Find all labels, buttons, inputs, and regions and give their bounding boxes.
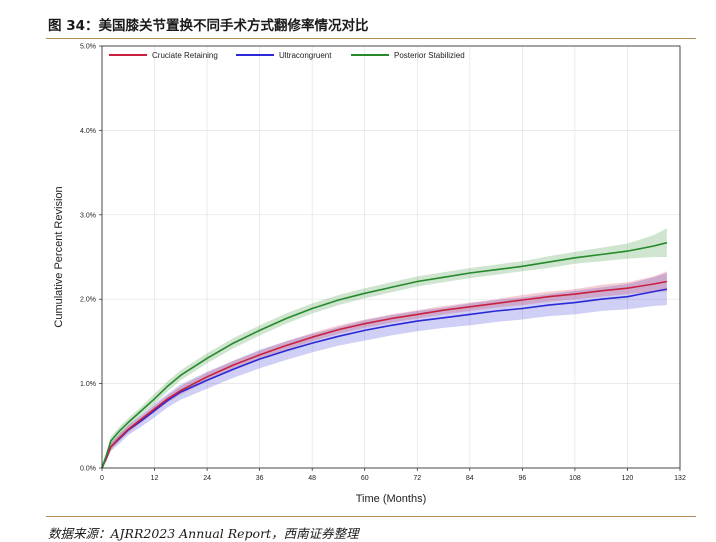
x-tick-label: 132 [674,475,686,482]
x-axis-title: Time (Months) [356,493,427,505]
x-tick-label: 96 [518,475,526,482]
y-tick-label: 4.0% [80,128,96,135]
confidence-bands [102,228,667,468]
x-tick-label: 72 [413,475,421,482]
series-line-0 [101,280,668,469]
x-tick-label: 36 [256,475,264,482]
chart-legend: Cruciate Retaining Ultracongruent Posterio… [109,51,465,60]
x-tick-label: 24 [203,475,211,482]
x-tick-label: 12 [151,475,159,482]
series-lines [101,241,668,469]
y-tick-label: 1.0% [80,381,96,388]
y-tick-label: 3.0% [80,212,96,219]
legend-label: Cruciate Retaining [152,51,218,60]
x-tick-label: 48 [308,475,316,482]
y-axis-title: Cumulative Percent Revision [53,186,65,327]
x-tick-label: 120 [622,475,634,482]
x-tick-label: 0 [100,475,104,482]
series-band-1 [102,273,667,468]
top-rule [46,38,696,39]
y-tick-label: 2.0% [80,297,96,304]
legend-label: Ultracongruent [279,51,332,60]
legend-label: Posterior Stabilizied [394,51,465,60]
series-band-2 [102,228,667,468]
x-tick-label: 108 [569,475,581,482]
bottom-rule [46,516,696,517]
x-tick-label: 60 [361,475,369,482]
x-tick-label: 84 [466,475,474,482]
y-tick-label: 0.0% [80,466,96,473]
series-band-0 [102,271,667,468]
plot-frame [101,45,681,469]
y-tick-label: 5.0% [80,44,96,51]
source-note: 数据来源：AJRR2023 Annual Report，西南证券整理 [48,526,359,541]
series-line-2 [101,241,668,469]
figure-title: 图 34：美国膝关节置换不同手术方式翻修率情况对比 [48,18,369,34]
series-line-1 [101,288,668,469]
axis-ticks: 0 12 24 36 48 60 72 84 96 108 120 132 0.0% 1.0% 2.0% 3.… [80,44,686,483]
